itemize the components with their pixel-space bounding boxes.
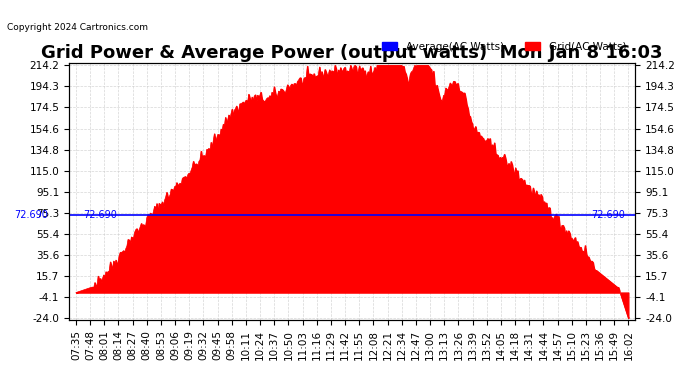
Title: Grid Power & Average Power (output watts)  Mon Jan 8 16:03: Grid Power & Average Power (output watts… (41, 44, 663, 62)
Text: 72.690: 72.690 (83, 210, 117, 220)
Text: 72.690: 72.690 (14, 210, 48, 220)
Text: Copyright 2024 Cartronics.com: Copyright 2024 Cartronics.com (7, 23, 148, 32)
Text: 72.690: 72.690 (591, 210, 626, 220)
Legend: Average(AC Watts), Grid(AC Watts): Average(AC Watts), Grid(AC Watts) (377, 38, 630, 56)
